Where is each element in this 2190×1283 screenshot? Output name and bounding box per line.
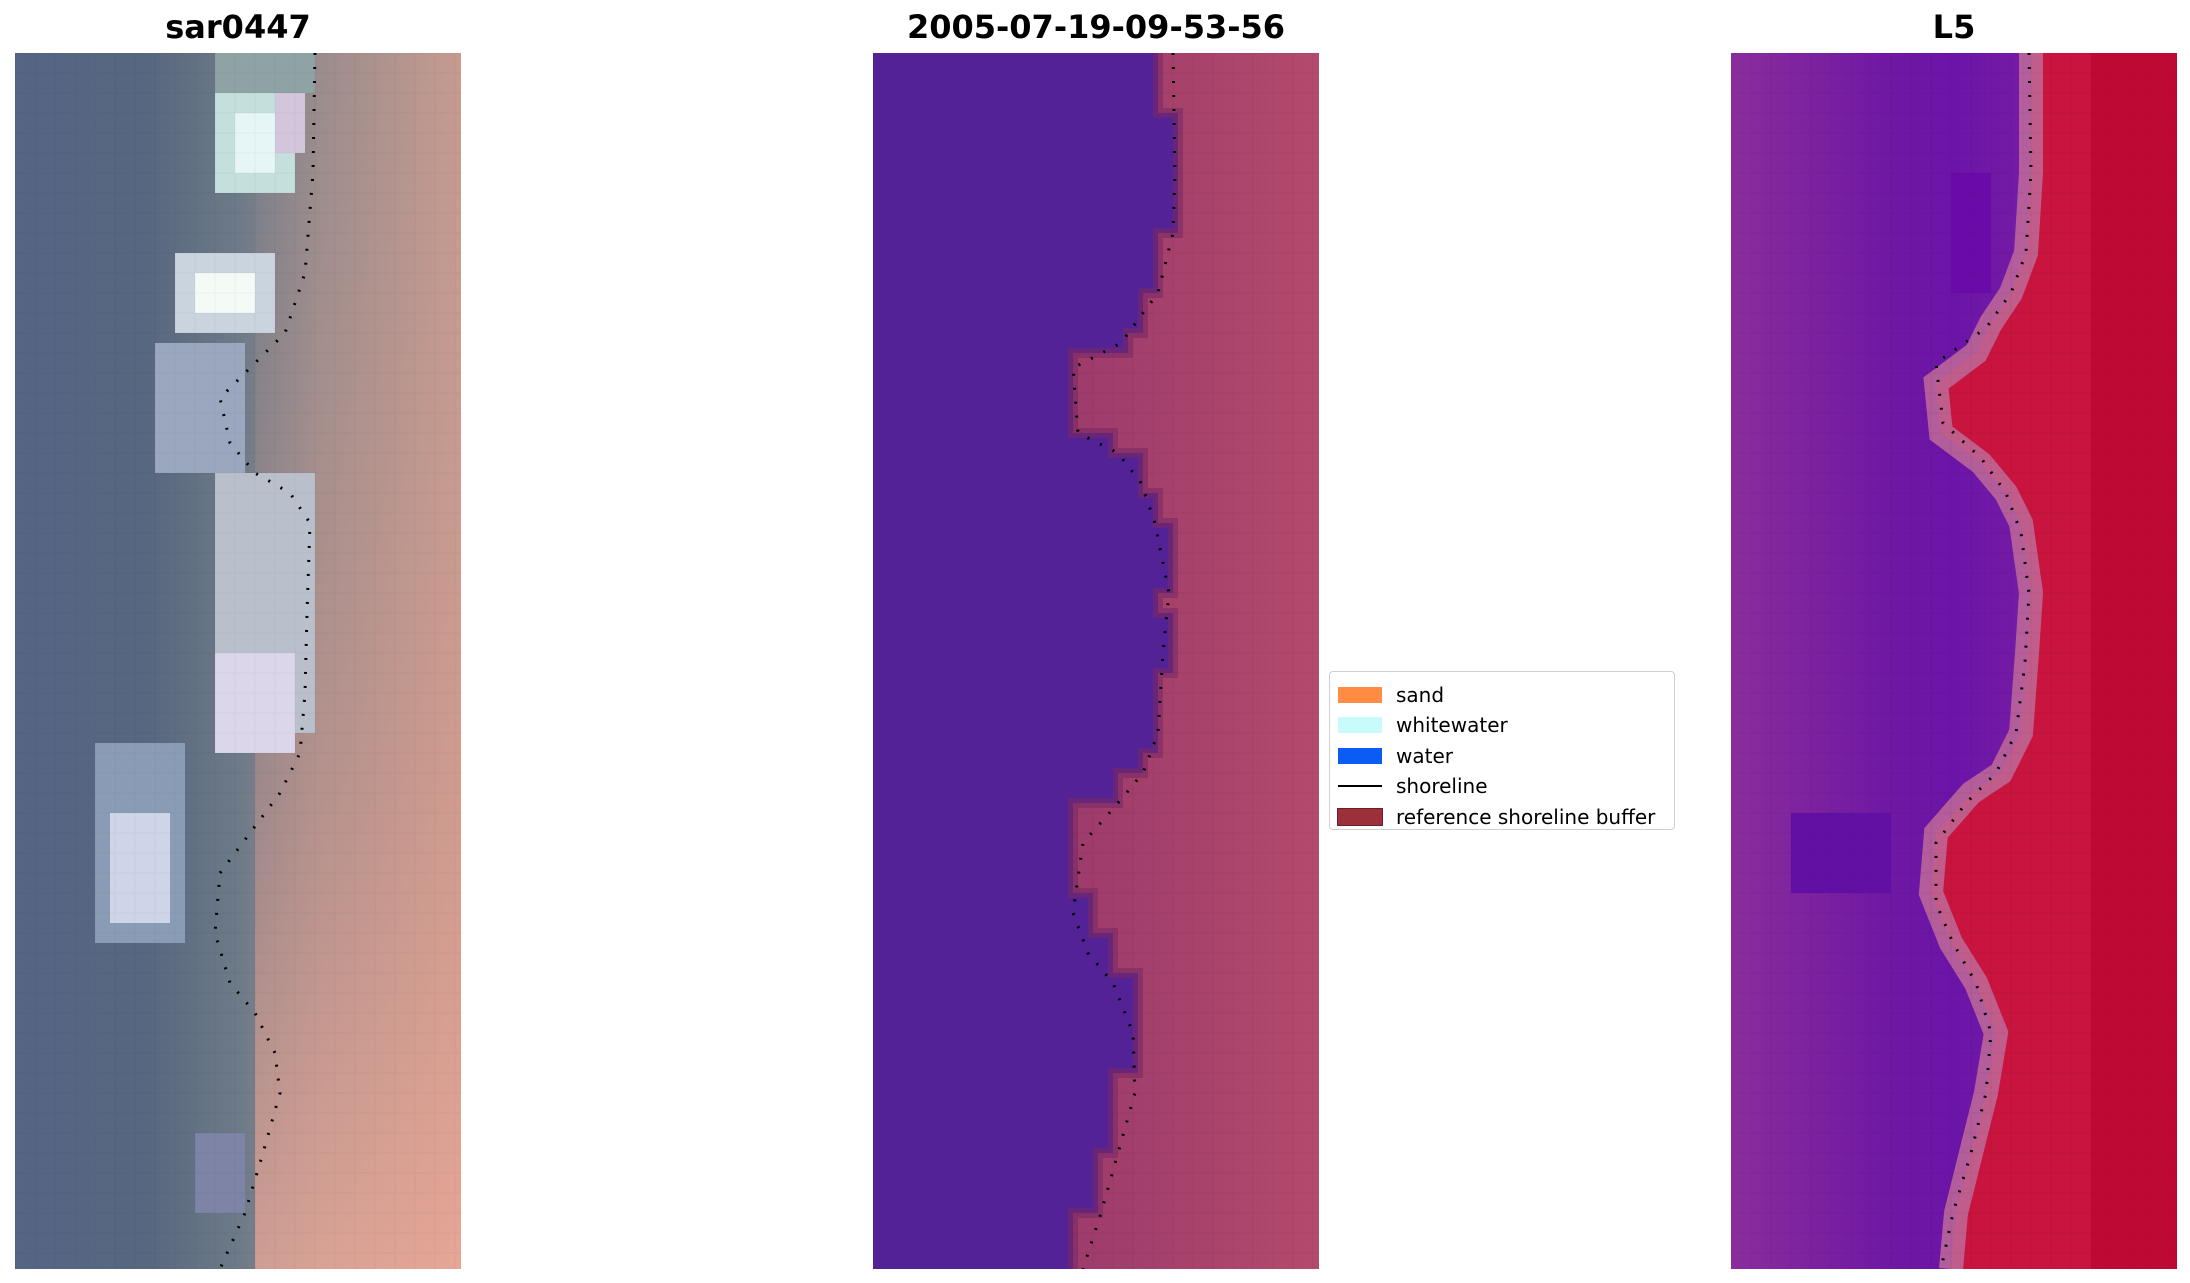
panel-title-rgb: sar0447 bbox=[165, 8, 311, 46]
rgb-image bbox=[15, 53, 461, 1269]
legend-label-reference-buffer: reference shoreline buffer bbox=[1396, 804, 1656, 829]
classified-image-panel bbox=[873, 53, 1319, 1269]
whitewater-swatch bbox=[1338, 717, 1382, 734]
classified-image bbox=[873, 53, 1319, 1269]
legend-item-reference-buffer: reference shoreline buffer bbox=[1330, 801, 1674, 831]
legend-label-sand: sand bbox=[1396, 683, 1445, 707]
reference-buffer-swatch bbox=[1337, 807, 1383, 826]
rgb-image-panel bbox=[15, 53, 461, 1269]
panel-title-index: L5 bbox=[1932, 8, 1976, 46]
legend-label-shoreline: shoreline bbox=[1396, 774, 1488, 799]
legend-item-shoreline: shoreline bbox=[1330, 770, 1674, 800]
legend-label-whitewater: whitewater bbox=[1396, 713, 1508, 738]
sand-swatch bbox=[1338, 687, 1382, 703]
index-image-panel bbox=[1731, 53, 2177, 1269]
legend-item-water: water bbox=[1330, 740, 1674, 770]
legend-label-water: water bbox=[1396, 743, 1453, 768]
panel-title-classified: 2005-07-19-09-53-56 bbox=[906, 8, 1286, 46]
water-swatch bbox=[1338, 747, 1382, 764]
legend-item-whitewater: whitewater bbox=[1330, 709, 1674, 739]
index-image bbox=[1731, 53, 2177, 1269]
shoreline-line-swatch bbox=[1338, 785, 1382, 788]
shoreline-classified bbox=[1071, 53, 1177, 1269]
legend-item-sand: sand bbox=[1330, 679, 1674, 709]
legend: sand whitewater water shoreline referenc… bbox=[1329, 671, 1675, 830]
